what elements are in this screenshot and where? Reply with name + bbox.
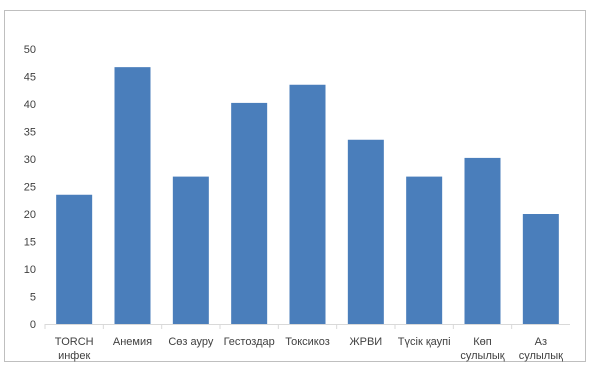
x-tick-label: Аз сулылық: [519, 336, 563, 362]
y-tick-label: 25: [24, 182, 36, 194]
x-tick-label-line: Токсикоз: [285, 336, 330, 348]
bars: [56, 67, 559, 325]
x-axis: TORCH инфек Анемия Сөз ауру Гестоздар Токсико…: [44, 324, 570, 362]
bar: [231, 102, 268, 325]
x-tick-label: Көп сулылық: [460, 336, 504, 362]
bar: [172, 176, 209, 324]
x-tick-label: Токсикоз: [285, 336, 330, 348]
bar: [522, 214, 559, 324]
y-tick-label: 10: [24, 264, 36, 276]
x-tick-label-line: TORCH: [55, 336, 94, 348]
bar: [56, 194, 93, 324]
y-tick-label: 30: [24, 154, 36, 166]
y-tick-label: 20: [24, 209, 36, 221]
x-tick-label-line: сулылық: [519, 350, 563, 362]
y-tick-label: 0: [30, 319, 36, 331]
x-tick-label: TORCH инфек: [55, 336, 94, 362]
bar: [114, 67, 151, 325]
x-tick-label-line: Сөз ауру: [168, 336, 214, 348]
y-tick-label: 50: [24, 44, 36, 56]
y-tick-label: 45: [24, 72, 36, 84]
x-tick-label-line: Көп: [473, 336, 492, 348]
x-tick-label-line: Гестоздар: [224, 336, 275, 348]
y-tick-label: 15: [24, 237, 36, 249]
y-axis: 0 5 10 15 20 25 30 35 40 45 50: [24, 44, 36, 331]
x-tick-label: Гестоздар: [224, 336, 275, 348]
x-tick-label: Түсік қаупі: [398, 336, 451, 348]
x-tick-label-line: Анемия: [113, 336, 152, 348]
bar: [464, 157, 501, 324]
bar: [347, 139, 384, 324]
y-tick-label: 5: [30, 292, 36, 304]
x-tick-label: Сөз ауру: [168, 336, 214, 348]
bar: [406, 176, 443, 324]
x-tick-label-line: сулылық: [460, 350, 504, 362]
x-tick-label-line: инфек: [58, 350, 90, 362]
x-tick-label-line: ЖРВИ: [349, 336, 382, 348]
y-tick-label: 40: [24, 99, 36, 111]
y-tick-label: 35: [24, 127, 36, 139]
bar: [289, 84, 326, 324]
x-tick-label: Анемия: [113, 336, 152, 348]
x-tick-label: ЖРВИ: [349, 336, 382, 348]
x-tick-label-line: Аз: [535, 336, 547, 348]
x-tick-label-line: Түсік қаупі: [398, 336, 451, 348]
